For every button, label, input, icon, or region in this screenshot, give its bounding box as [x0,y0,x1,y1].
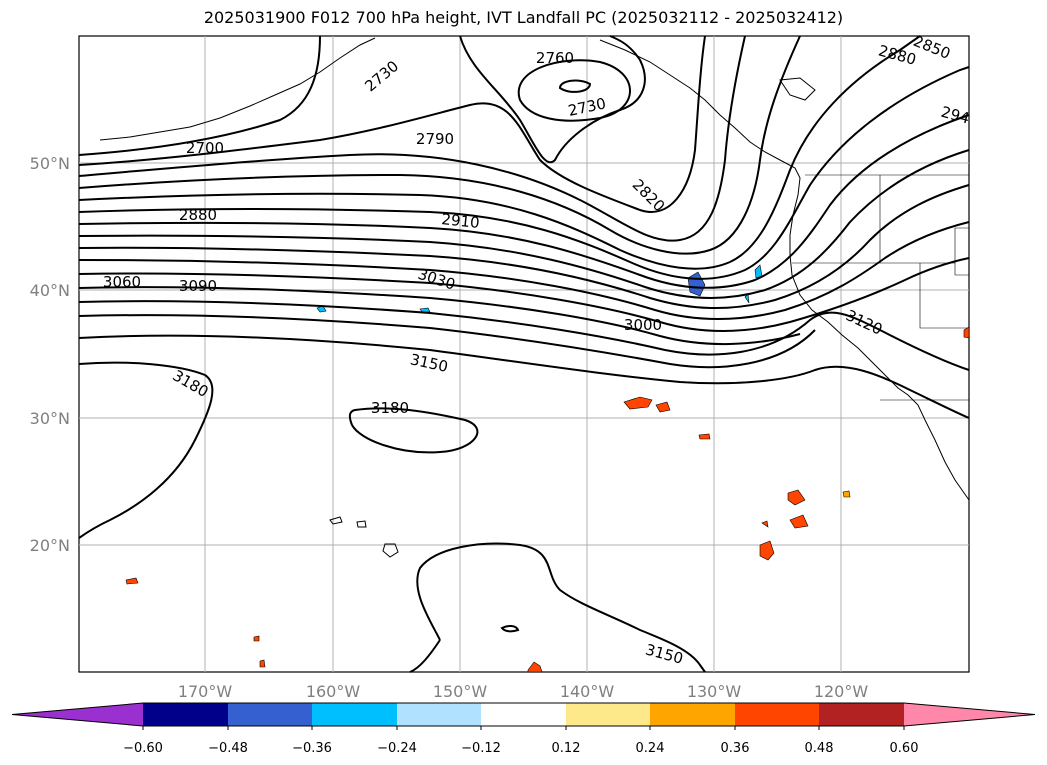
coastlines [99,37,970,558]
chart-title: 2025031900 F012 700 hPa height, IVT Land… [203,8,844,27]
political-borders [792,174,970,401]
lon-label-130w: 130°W [687,682,742,701]
ivt-positive-patch [125,577,139,585]
colorbar-ticks: −0.60 −0.48 −0.36 −0.24 −0.12 0.12 0.24 … [123,741,918,756]
colorbar-tick-label: −0.48 [208,741,248,756]
colorbar-segment [397,703,481,726]
ivt-positive-patch [963,326,970,339]
contour-label: 2760 [536,49,574,67]
ivt-positive-patch [253,635,260,642]
ivt-positive-patch [623,396,653,410]
ivt-positive-patch [787,489,806,506]
colorbar-tick-label: −0.12 [461,741,501,756]
colorbar-tick-label: 0.24 [636,741,665,756]
lon-label-140w: 140°W [560,682,615,701]
colorbar-tick-label: −0.24 [377,741,417,756]
lon-label-170w: 170°W [178,682,233,701]
lat-label-40n: 40°N [30,281,70,300]
colorbar-segment [566,703,650,726]
contour-label: 3180 [371,399,409,417]
contour-label: 2790 [416,130,454,148]
colorbar-segment [735,703,819,726]
colorbar-segment [650,703,735,726]
colorbar-tick-label: 0.60 [890,741,919,756]
lat-label-20n: 20°N [30,536,70,555]
colorbar-segment [143,703,228,726]
ivt-positive-patch [698,433,711,440]
ivt-positive-patch [842,490,851,498]
contour-label: 3000 [624,316,662,334]
colorbar-tick-label: 0.48 [805,741,834,756]
height-contours [78,35,970,673]
colorbar-extend-high [904,703,1035,726]
contour-label: 2910 [441,210,481,232]
contour-label: 3090 [179,277,217,295]
ivt-positive-patch [789,514,809,529]
colorbar-segment [228,703,312,726]
ivt-positive-patch [527,661,543,673]
lon-label-120w: 120°W [814,682,869,701]
colorbar-tick-label: 0.36 [721,741,750,756]
lon-label-150w: 150°W [433,682,488,701]
colorbar-tick-label: −0.60 [123,741,163,756]
lat-label-50n: 50°N [30,154,70,173]
colorbar-segment [481,703,566,726]
ivt-positive-patch [761,520,769,528]
colorbar-tick-label: −0.36 [292,741,332,756]
colorbar-segment [312,703,397,726]
colorbar-extend-low [12,703,143,726]
ivt-positive-patch [259,659,266,668]
colorbar-tick-label: 0.12 [552,741,581,756]
lon-label-160w: 160°W [306,682,361,701]
contour-label: 2700 [186,139,224,157]
map-frame [78,35,970,673]
ivt-positive-patch [655,401,671,413]
ivt-positive-patch [759,540,775,561]
colorbar [11,702,1036,730]
contour-label: 3060 [103,273,141,291]
contour-label: 2880 [179,206,217,224]
lat-label-30n: 30°N [30,409,70,428]
colorbar-segment [819,703,904,726]
